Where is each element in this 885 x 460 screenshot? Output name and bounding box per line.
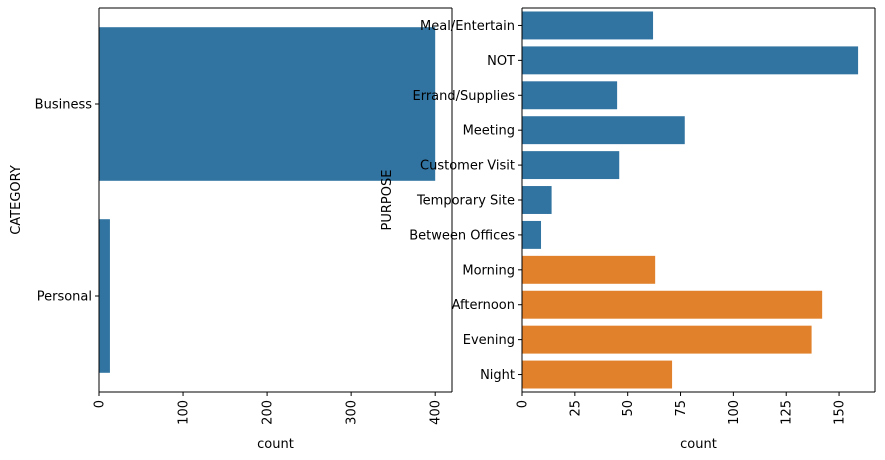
purpose-bar-temporary-site xyxy=(522,186,552,214)
category-xtick-label: 100 xyxy=(177,400,192,425)
purpose-bar-meal-entertain xyxy=(522,11,654,40)
category-xlabel: count xyxy=(257,437,294,452)
purpose-ytick-label: Meal/Entertain xyxy=(420,19,515,34)
purpose-bar-night xyxy=(522,360,673,389)
category-ytick-label: Personal xyxy=(37,290,92,305)
purpose-ytick-label: Evening xyxy=(463,333,515,348)
purpose-xtick-label: 100 xyxy=(727,400,742,425)
purpose-bar-customer-visit xyxy=(522,151,620,180)
purpose-bar-afternoon xyxy=(522,290,823,319)
purpose-xtick-label: 150 xyxy=(833,400,848,425)
category-xtick-label: 0 xyxy=(93,400,108,408)
purpose-bar-evening xyxy=(522,325,812,354)
purpose-ytick-label: Afternoon xyxy=(452,298,515,313)
purpose-xtick-label: 125 xyxy=(780,400,795,425)
purpose-xtick-label: 25 xyxy=(568,400,583,417)
category-xtick-label: 400 xyxy=(429,400,444,425)
purpose-bar-morning xyxy=(522,255,656,284)
category-chart: Business Personal 0 100 200 300 400 count CATEGO… xyxy=(9,7,453,452)
purpose-bar-not xyxy=(522,46,859,75)
purpose-ytick-label: Between Offices xyxy=(409,228,515,243)
category-ytick-label: Business xyxy=(35,98,93,113)
category-ylabel: CATEGORY xyxy=(9,165,24,235)
purpose-bar-between-offices xyxy=(522,220,542,249)
purpose-bar-meeting xyxy=(522,116,685,145)
purpose-ytick-label: Customer Visit xyxy=(420,159,515,174)
purpose-xtick-label: 50 xyxy=(621,400,636,417)
purpose-ytick-label: Night xyxy=(480,368,515,383)
purpose-xtick-label: 0 xyxy=(516,400,531,408)
purpose-xtick-label: 75 xyxy=(674,400,689,417)
category-xtick-label: 200 xyxy=(261,400,276,425)
purpose-chart: Meal/Entertain NOT Errand/Supplies Meeting C… xyxy=(380,7,876,452)
purpose-ytick-label: NOT xyxy=(487,54,515,69)
category-xtick-label: 300 xyxy=(345,400,360,425)
purpose-ytick-label: Morning xyxy=(462,263,515,278)
purpose-xlabel: count xyxy=(680,437,717,452)
category-bar-business xyxy=(99,27,436,181)
purpose-ylabel: PURPOSE xyxy=(380,170,395,231)
category-bar-personal xyxy=(99,219,110,373)
purpose-ytick-label: Errand/Supplies xyxy=(412,89,515,104)
purpose-ytick-label: Temporary Site xyxy=(416,194,515,209)
purpose-bar-errand-supplies xyxy=(522,81,618,110)
purpose-ytick-label: Meeting xyxy=(463,124,515,139)
